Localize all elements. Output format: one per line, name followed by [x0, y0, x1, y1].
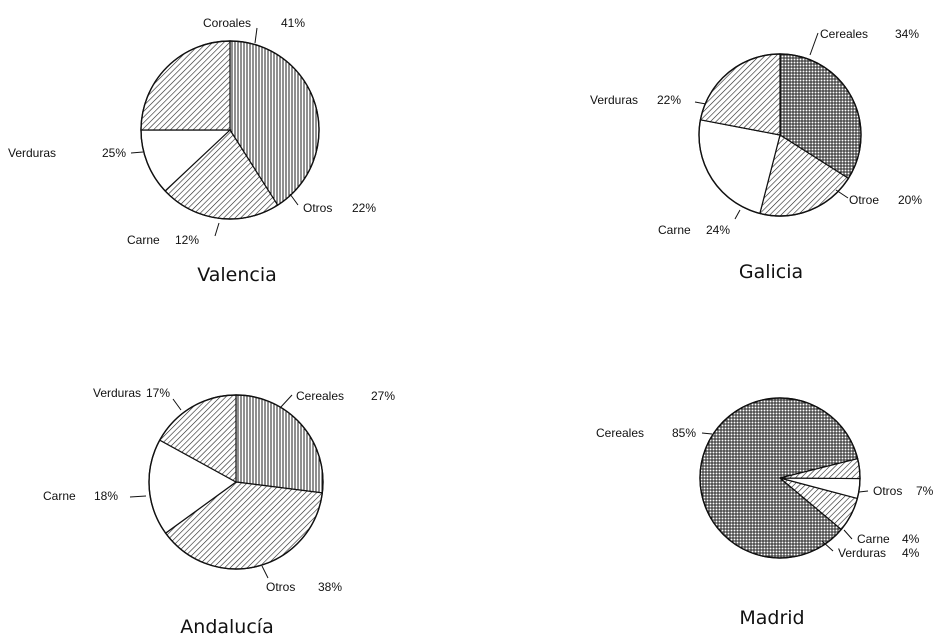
title-andalucia: Andalucía	[180, 616, 273, 637]
value-madrid-cereales: 85%	[672, 426, 696, 440]
label-valencia-otros: Otros	[303, 201, 332, 215]
value-valencia-carne: 12%	[175, 233, 199, 247]
value-galicia-cereales: 34%	[895, 27, 919, 41]
leader-line-galicia-carne	[734, 209, 741, 220]
label-valencia-cereales: Coroales	[203, 16, 251, 30]
label-valencia-verduras: Verduras	[8, 146, 56, 160]
leader-line-galicia-verduras	[694, 101, 707, 105]
value-valencia-verduras: 25%	[102, 146, 126, 160]
value-madrid-carne: 4%	[902, 532, 920, 546]
label-madrid-verduras: Verduras	[838, 546, 886, 560]
label-galicia-verduras: Verduras	[590, 93, 638, 107]
label-galicia-cereales: Cereales	[820, 27, 868, 41]
leader-line-galicia-cereales	[809, 32, 819, 56]
value-andalucia-verduras: 17%	[146, 386, 170, 400]
value-valencia-otros: 22%	[352, 201, 376, 215]
leader-line-madrid-otros	[858, 490, 869, 493]
label-galicia-carne: Carne	[658, 223, 691, 237]
label-madrid-otros: Otros	[873, 484, 902, 498]
label-andalucia-cereales: Cereales	[296, 389, 344, 403]
value-andalucia-carne: 18%	[94, 489, 118, 503]
value-andalucia-cereales: 27%	[371, 389, 395, 403]
leader-line-valencia-verduras	[130, 151, 144, 154]
label-madrid-carne: Carne	[857, 532, 890, 546]
label-andalucia-verduras: Verduras	[93, 386, 141, 400]
value-madrid-verduras: 4%	[902, 546, 920, 560]
leader-line-andaluc-a-otros	[261, 565, 269, 579]
leader-line-galicia-otroe	[835, 189, 849, 199]
value-andalucia-otros: 38%	[318, 580, 342, 594]
pie-outline-galicia	[698, 53, 862, 217]
title-madrid: Madrid	[739, 607, 804, 629]
value-valencia-cereales: 41%	[281, 16, 305, 30]
leader-line-andaluc-a-cereales	[279, 394, 293, 409]
value-madrid-otros: 7%	[916, 484, 934, 498]
slice-valencia-verduras	[140, 40, 231, 131]
chart-galicia: Cereales 34% Otroe 20% Carne 24% Verdura…	[590, 27, 922, 283]
leader-line-valencia-coroales	[254, 27, 258, 44]
leader-line-madrid-cereales	[701, 432, 713, 435]
label-andalucia-carne: Carne	[43, 489, 76, 503]
slice-andaluc-a-cereales	[235, 394, 324, 494]
leader-line-valencia-carne	[214, 222, 220, 237]
label-madrid-cereales: Cereales	[596, 426, 644, 440]
label-valencia-carne: Carne	[127, 233, 160, 247]
leader-line-valencia-otros	[289, 193, 299, 206]
label-andalucia-otros: Otros	[266, 580, 295, 594]
leader-line-madrid-carne	[843, 529, 853, 540]
chart-valencia: Coroales 41% Otros 22% Carne 12% Verdura…	[8, 16, 376, 286]
value-galicia-carne: 24%	[706, 223, 730, 237]
leader-line-andaluc-a-carne	[129, 495, 147, 498]
pie-outline-valencia	[140, 40, 320, 220]
leader-line-andaluc-a-verduras	[172, 398, 182, 411]
value-galicia-verduras: 22%	[657, 93, 681, 107]
leader-line-madrid-verduras	[821, 540, 834, 552]
pie-outline-andaluc-a	[148, 394, 324, 570]
chart-madrid: Cereales 85% Otros 7% Carne 4% Verduras …	[596, 397, 934, 629]
label-galicia-otros: Otroe	[849, 193, 879, 207]
chart-andalucia: Cereales 27% Otros 38% Carne 18% Verdura…	[43, 386, 395, 637]
title-valencia: Valencia	[197, 264, 277, 286]
title-galicia: Galicia	[739, 261, 803, 283]
value-galicia-otros: 20%	[898, 193, 922, 207]
pie-outline-madrid	[699, 397, 861, 559]
